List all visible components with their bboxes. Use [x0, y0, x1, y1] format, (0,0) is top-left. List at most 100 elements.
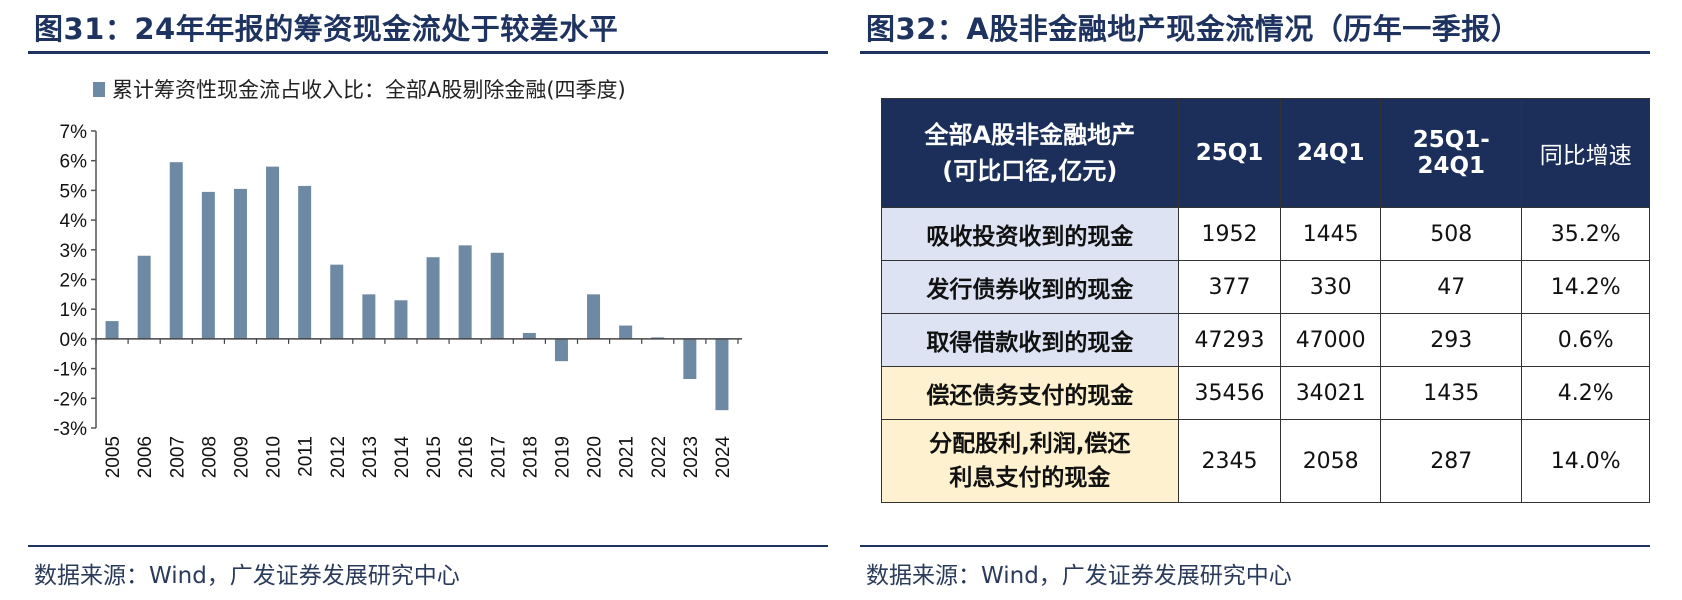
bar	[105, 321, 119, 339]
x-tick-label: 2023	[681, 436, 702, 478]
table-cell: 47000	[1280, 313, 1382, 367]
table-cell: 287	[1380, 419, 1523, 503]
x-tick-label: 2007	[167, 436, 188, 478]
row-label: 分配股利,利润,偿还 利息支付的现金	[881, 419, 1179, 503]
y-tick-label: 3%	[60, 241, 88, 262]
header-cell-25q1: 25Q1	[1177, 98, 1282, 208]
table-cell: 293	[1380, 313, 1523, 367]
x-tick-label: 2015	[424, 436, 445, 478]
y-tick-label: -1%	[53, 360, 87, 381]
bar	[426, 257, 440, 339]
bar	[330, 264, 344, 339]
table-cell: 0.6%	[1521, 313, 1650, 367]
table-cell: 508	[1380, 207, 1523, 261]
table-figure-title: 图32：A股非金融地产现金流情况（历年一季报）	[866, 12, 1521, 46]
header-cell-diff: 25Q1-24Q1	[1380, 98, 1523, 208]
row-label-line1: 分配股利,利润,偿还	[929, 431, 1131, 457]
x-tick-label: 2011	[296, 436, 317, 477]
x-tick-label: 2014	[392, 436, 413, 479]
bar	[554, 338, 568, 362]
x-tick-label: 2010	[264, 436, 285, 478]
table-cell: 4.2%	[1521, 366, 1650, 420]
bar	[169, 162, 183, 339]
y-tick-label: -3%	[53, 419, 87, 440]
bar	[201, 191, 215, 339]
table-cell: 1952	[1177, 207, 1282, 261]
cashflow-table-wrap: 全部A股非金融地产 (可比口径,亿元) 25Q1 24Q1 25Q1-24Q1 …	[881, 98, 1650, 503]
table-row: 吸收投资收到的现金 1952 1445 508 35.2%	[881, 207, 1650, 261]
row-label: 偿还债务支付的现金	[881, 366, 1179, 420]
x-tick-label: 2006	[135, 436, 156, 478]
table-source-note: 数据来源：Wind，广发证券发展研究中心	[866, 563, 1292, 589]
table-cell: 2345	[1177, 419, 1282, 503]
header-category-line2: (可比口径,亿元)	[942, 157, 1118, 185]
x-tick-label: 2024	[713, 436, 734, 479]
y-tick-label: -2%	[53, 389, 87, 410]
title-rule	[860, 51, 1650, 54]
header-cell-24q1: 24Q1	[1280, 98, 1382, 208]
title-rule	[28, 51, 828, 54]
x-tick-label: 2022	[649, 436, 670, 478]
cashflow-table: 全部A股非金融地产 (可比口径,亿元) 25Q1 24Q1 25Q1-24Q1 …	[881, 98, 1650, 503]
table-cell: 1445	[1280, 207, 1382, 261]
x-tick-label: 2005	[103, 436, 124, 478]
source-rule	[28, 545, 828, 547]
table-cell: 34021	[1280, 366, 1382, 420]
y-tick-label: 1%	[60, 300, 88, 321]
bar	[362, 294, 376, 339]
header-category-line1: 全部A股非金融地产	[924, 121, 1136, 149]
bar-chart: 累计筹资性现金流占收入比：全部A股剔除金融(四季度) 7% 6% 5% 4% 3% 2% 1%…	[53, 78, 742, 479]
y-tick-label: 6%	[60, 152, 88, 173]
table-cell: 14.2%	[1521, 260, 1650, 314]
bar	[522, 332, 536, 339]
bar	[715, 338, 729, 411]
right-panel: 图32：A股非金融地产现金流情况（历年一季报） 全部A股非金融地产 (可比口径,…	[860, 0, 1650, 600]
legend-swatch	[93, 82, 105, 97]
x-tick-label: 2017	[488, 436, 509, 478]
header-cell-yoy: 同比增速	[1521, 98, 1650, 208]
bar	[137, 255, 151, 339]
row-label: 发行债券收到的现金	[881, 260, 1179, 314]
table-row: 分配股利,利润,偿还 利息支付的现金 2345 2058 287 14.0%	[881, 419, 1650, 503]
table-cell: 14.0%	[1521, 419, 1650, 503]
bar	[266, 166, 280, 339]
x-tick-label: 2021	[617, 436, 638, 478]
bar	[233, 188, 247, 339]
legend-label: 累计筹资性现金流占收入比：全部A股剔除金融(四季度)	[112, 78, 626, 102]
table-cell: 47	[1380, 260, 1523, 314]
row-label: 吸收投资收到的现金	[881, 207, 1179, 261]
bar	[683, 338, 697, 379]
table-cell: 1435	[1380, 366, 1523, 420]
table-cell: 2058	[1280, 419, 1382, 503]
x-tick-label: 2009	[231, 436, 252, 478]
x-tick-label: 2012	[328, 436, 349, 478]
table-row: 发行债券收到的现金 377 330 47 14.2%	[881, 260, 1650, 314]
bar	[394, 300, 408, 339]
source-rule	[860, 545, 1650, 547]
x-tick-label: 2013	[360, 436, 381, 478]
y-tick-label: 0%	[60, 330, 88, 351]
table-cell: 47293	[1177, 313, 1282, 367]
y-tick-label: 5%	[60, 181, 88, 202]
bar	[587, 294, 601, 339]
x-tick-label: 2018	[520, 436, 541, 478]
header-cell-category: 全部A股非金融地产 (可比口径,亿元)	[881, 98, 1179, 208]
chart-figure-title: 图31：24年年报的筹资现金流处于较差水平	[34, 12, 619, 46]
table-cell: 35456	[1177, 366, 1282, 420]
table-cell: 377	[1177, 260, 1282, 314]
y-tick-label: 7%	[60, 122, 88, 143]
bar	[490, 252, 504, 339]
table-header-row: 全部A股非金融地产 (可比口径,亿元) 25Q1 24Q1 25Q1-24Q1 …	[881, 98, 1650, 208]
x-tick-label: 2019	[552, 436, 573, 478]
x-tick-label: 2020	[585, 436, 606, 478]
chart-source-note: 数据来源：Wind，广发证券发展研究中心	[34, 563, 460, 589]
left-panel: 图31：24年年报的筹资现金流处于较差水平 累计筹资性现金流占收入比：全部A股剔…	[28, 0, 828, 600]
bar	[298, 185, 312, 339]
x-tick-label: 2008	[199, 436, 220, 478]
x-tick-label: 2016	[456, 436, 477, 478]
bar	[458, 245, 472, 339]
bar	[619, 325, 633, 339]
row-label-line2: 利息支付的现金	[949, 465, 1111, 491]
row-label: 取得借款收到的现金	[881, 313, 1179, 367]
table-row: 偿还债务支付的现金 35456 34021 1435 4.2%	[881, 366, 1650, 420]
